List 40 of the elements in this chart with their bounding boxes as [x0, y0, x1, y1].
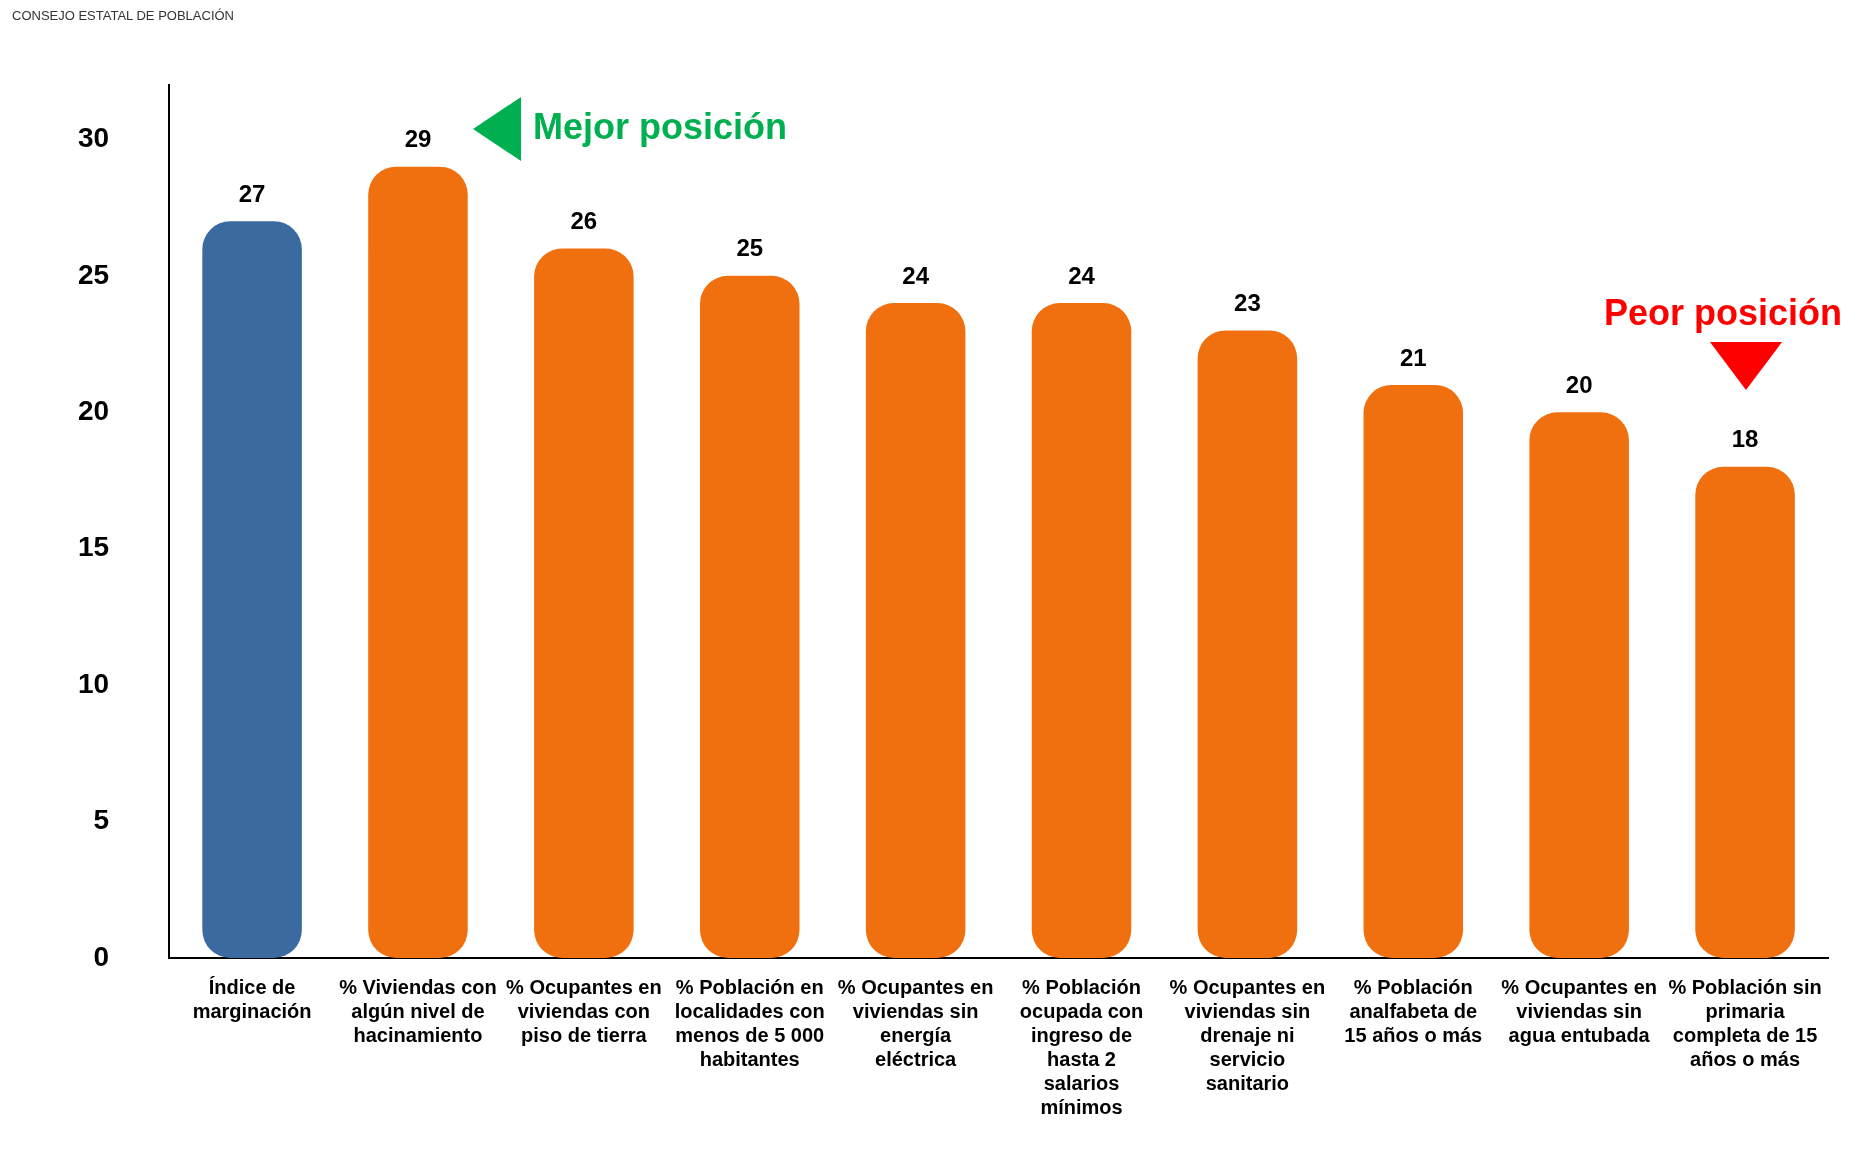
- data-label: 25: [736, 234, 764, 262]
- x-tick-label: % Población analfabeta de 15 años o más: [1344, 975, 1483, 1046]
- y-tick-label: 20: [77, 394, 110, 426]
- x-tick-label: % Ocupantes en viviendas sin agua entubada: [1501, 975, 1657, 1046]
- x-tick-label: % Población en localidades con menos de 5 000 habitantes: [674, 975, 825, 1070]
- data-label: 29: [404, 125, 432, 153]
- bar: [1363, 384, 1464, 958]
- data-label: 24: [1068, 261, 1096, 289]
- bar: [1695, 466, 1795, 958]
- y-tick-label: 25: [77, 258, 110, 290]
- data-label: 26: [570, 207, 598, 235]
- data-label: 21: [1399, 343, 1427, 371]
- y-tick-label: 10: [77, 667, 110, 699]
- y-tick-label: 30: [77, 122, 110, 154]
- y-tick-label: 15: [77, 531, 110, 563]
- bar: [202, 221, 302, 958]
- x-tick-label: % Ocupantes en viviendas sin energía eléctrica: [837, 975, 994, 1070]
- x-tick-label: % Ocupantes en viviendas sin drenaje ni servicio sanitario: [1169, 975, 1326, 1094]
- x-tick-label: % Viviendas con algún nivel de hacinamiento: [339, 975, 497, 1046]
- x-tick-label: % Población sin primaria completa de 15 años o más: [1668, 975, 1822, 1070]
- bar: [534, 248, 634, 958]
- data-label: 27: [238, 179, 266, 207]
- bar: [1197, 330, 1298, 958]
- y-tick-label: 5: [93, 804, 110, 836]
- bar: [699, 275, 800, 958]
- bar: [1529, 412, 1629, 958]
- bar: [368, 166, 468, 958]
- data-label: 18: [1731, 425, 1759, 453]
- data-label: 24: [902, 261, 930, 289]
- data-label: 20: [1565, 370, 1593, 398]
- x-tick-label: Índice de marginación: [192, 975, 312, 1022]
- x-tick-label: % Ocupantes en viviendas con piso de tierra: [506, 975, 662, 1046]
- bar: [1031, 303, 1132, 958]
- text: CONSEJO ESTATAL DE POBLACIÓN: [12, 8, 235, 24]
- y-tick-label: 0: [93, 940, 110, 972]
- annotation: Peor posición: [1603, 291, 1842, 333]
- annotation: Mejor posición: [532, 105, 787, 147]
- data-label: 23: [1234, 289, 1261, 317]
- x-tick-label: % Población ocupada con ingreso de hasta 2 salarios mínimos: [1019, 975, 1144, 1118]
- bar: [865, 303, 966, 958]
